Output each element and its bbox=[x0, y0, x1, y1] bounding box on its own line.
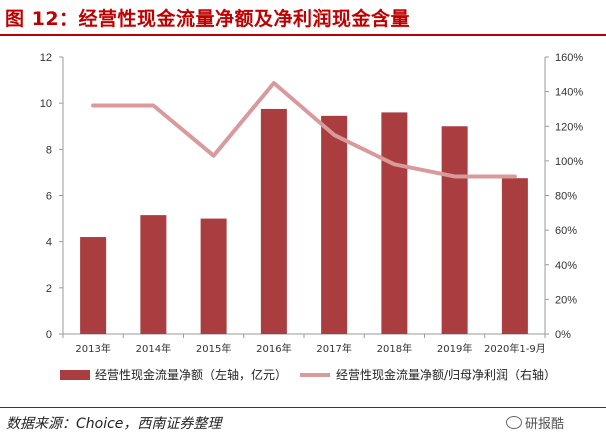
right-tick-label: 160% bbox=[555, 52, 583, 64]
x-tick-label: 2015年 bbox=[196, 342, 231, 355]
legend-bar-swatch bbox=[60, 370, 90, 380]
watermark: 研报酷 bbox=[506, 413, 564, 432]
left-tick-label: 4 bbox=[46, 237, 52, 249]
right-tick-label: 100% bbox=[555, 156, 583, 168]
line-series bbox=[91, 80, 517, 179]
bar bbox=[501, 178, 528, 334]
left-tick-label: 0 bbox=[46, 329, 52, 341]
left-tick-label: 2 bbox=[46, 283, 52, 295]
legend-bar-label: 经营性现金流量净额（左轴，亿元） bbox=[95, 367, 287, 382]
left-tick-label: 12 bbox=[40, 52, 52, 64]
x-tick-label: 2017年 bbox=[316, 342, 351, 355]
bar bbox=[200, 218, 227, 334]
right-tick-label: 140% bbox=[555, 87, 583, 99]
chart: 0 2 4 6 8 10 12 0% 20% 40% 60% 80% 100% 120% 140% 160%… bbox=[40, 52, 584, 382]
bar-series bbox=[80, 108, 528, 335]
figure-title: 图 12：经营性现金流量净额及净利润现金含量 bbox=[5, 8, 411, 30]
bar bbox=[441, 126, 468, 334]
footer-divider bbox=[0, 407, 606, 408]
watermark-text: 研报酷 bbox=[525, 417, 565, 432]
x-axis-ticks: 2013年 2014年 2015年 2016年 2017年 2018年 2019年 2020年… bbox=[62, 334, 546, 355]
right-tick-label: 20% bbox=[555, 294, 577, 306]
x-tick-label: 2013年 bbox=[75, 342, 110, 355]
right-tick-label: 120% bbox=[555, 121, 583, 133]
title-divider bbox=[0, 34, 606, 36]
x-tick-label: 2020年1-9月 bbox=[484, 342, 546, 355]
right-tick-label: 80% bbox=[555, 191, 577, 203]
bar bbox=[381, 112, 408, 335]
legend: 经营性现金流量净额（左轴，亿元） 经营性现金流量净额/归母净利润（右轴） bbox=[60, 367, 556, 382]
left-tick-label: 8 bbox=[46, 144, 52, 156]
bar bbox=[260, 108, 287, 334]
right-tick-label: 60% bbox=[555, 225, 577, 237]
line-path bbox=[91, 80, 517, 179]
bar bbox=[140, 215, 167, 334]
x-tick-label: 2018年 bbox=[377, 342, 412, 355]
left-tick-label: 6 bbox=[46, 191, 52, 203]
left-tick-label: 10 bbox=[40, 98, 52, 110]
left-axis-ticks: 0 2 4 6 8 10 12 bbox=[40, 52, 63, 341]
bar bbox=[80, 237, 107, 334]
source-note: 数据来源：Choice，西南证券整理 bbox=[6, 416, 222, 432]
right-axis-ticks: 0% 20% 40% 60% 80% 100% 120% 140% 160% bbox=[545, 52, 583, 341]
x-tick-label: 2019年 bbox=[437, 342, 472, 355]
x-tick-label: 2014年 bbox=[136, 342, 171, 355]
right-tick-label: 0% bbox=[555, 329, 571, 341]
legend-line-label: 经营性现金流量净额/归母净利润（右轴） bbox=[336, 367, 556, 382]
x-tick-label: 2016年 bbox=[256, 342, 291, 355]
right-tick-label: 40% bbox=[555, 260, 577, 272]
chart-axes bbox=[62, 57, 546, 335]
wechat-icon bbox=[506, 416, 522, 429]
bar bbox=[321, 115, 348, 334]
